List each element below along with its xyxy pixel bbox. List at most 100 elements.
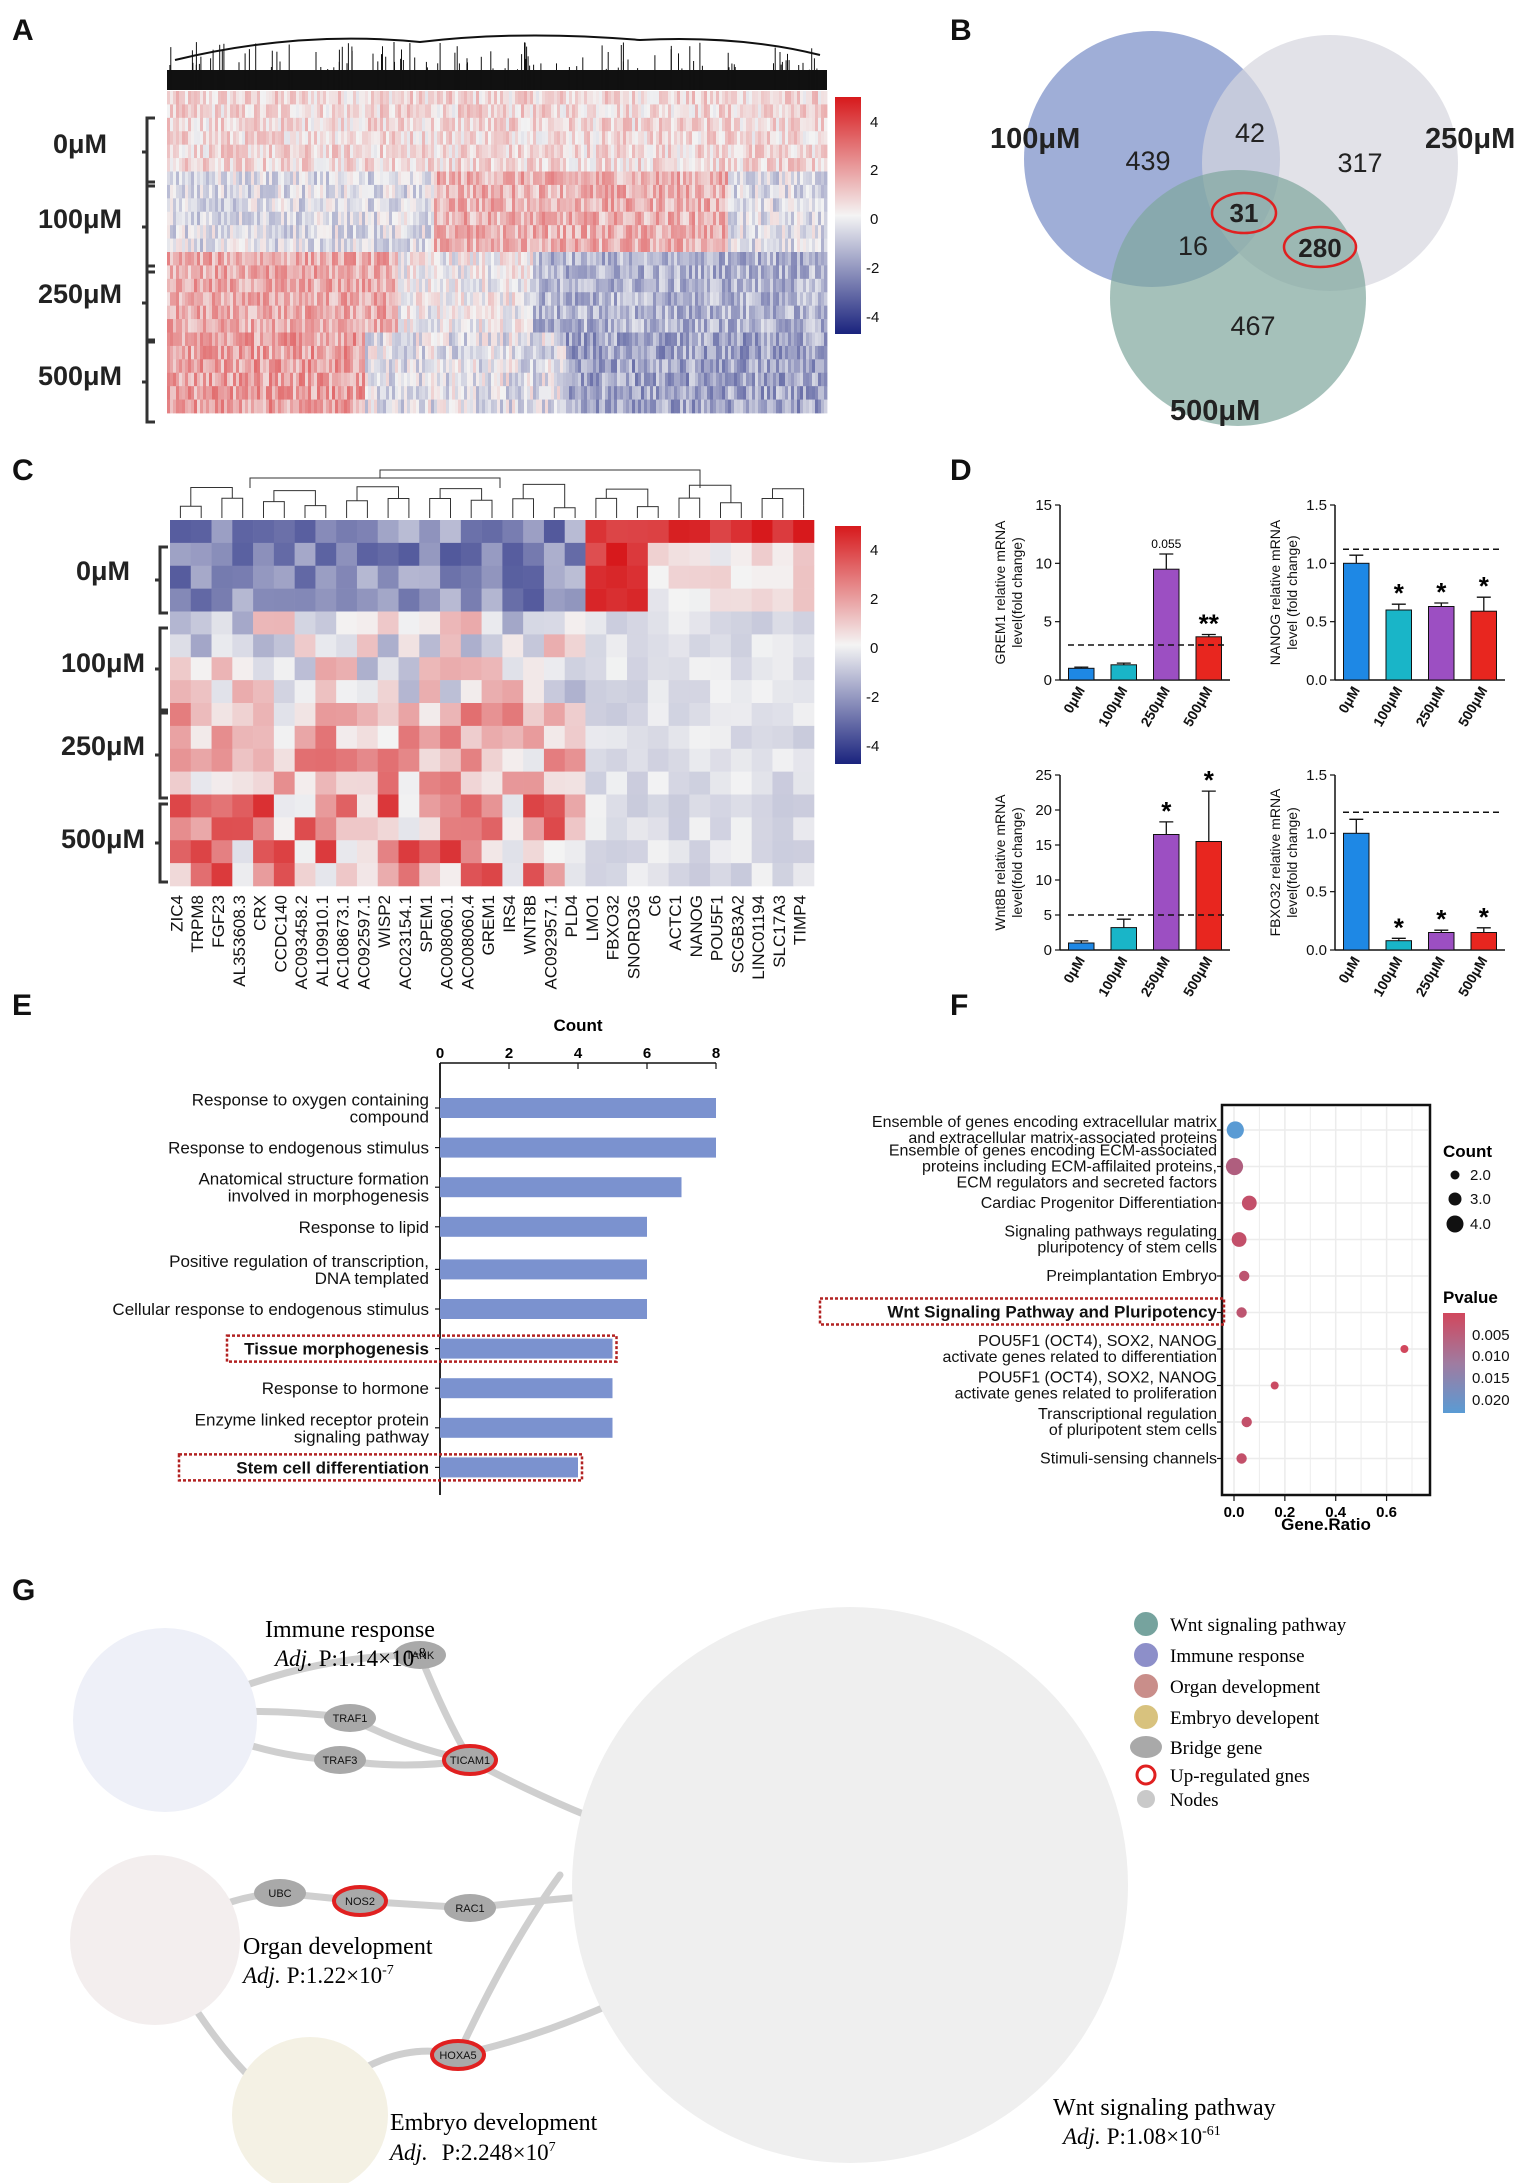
heatmap-cell xyxy=(824,372,828,387)
heatmap-cell xyxy=(530,91,534,105)
heatmap-cell xyxy=(788,225,792,239)
heatmap-cell xyxy=(782,265,786,280)
heatmap-cell xyxy=(608,131,612,146)
heatmap-cell xyxy=(662,278,666,293)
heatmap-cell xyxy=(374,158,378,172)
heatmap-cell xyxy=(401,345,405,360)
heatmap-cell xyxy=(473,332,477,347)
heatmap-cell xyxy=(197,345,201,360)
heatmap-cell xyxy=(371,345,375,360)
heatmap-cell xyxy=(266,265,270,280)
heatmap-cell xyxy=(311,225,315,239)
heatmap-cell xyxy=(491,278,495,293)
heatmap-cell xyxy=(785,117,789,132)
heatmap-cell xyxy=(809,91,813,105)
heatmap-cell xyxy=(632,211,636,226)
heatmap-cell xyxy=(752,332,756,347)
heatmap-cell xyxy=(281,104,285,119)
heatmap-cell xyxy=(695,104,699,119)
heatmap-cell xyxy=(551,292,555,307)
heatmap-cell xyxy=(599,372,603,387)
heatmap-cell xyxy=(722,292,726,307)
heatmap-cell xyxy=(683,198,687,213)
heatmap-cell xyxy=(188,225,192,239)
heatmap-cell xyxy=(566,198,570,213)
heatmap-cell xyxy=(779,332,783,347)
heatmap-cell xyxy=(281,359,285,374)
heatmap-cell xyxy=(584,292,588,307)
heatmap-cell xyxy=(518,305,522,320)
heatmap-cell xyxy=(776,91,780,105)
heatmap-cell xyxy=(287,184,291,199)
heatmap-cell xyxy=(224,372,228,387)
heatmap-cell xyxy=(779,305,783,320)
heatmap-cell xyxy=(572,104,576,119)
heatmap-cell xyxy=(704,211,708,226)
heatmap-cell xyxy=(605,252,609,266)
heatmap-cell xyxy=(413,144,417,159)
heatmap-cell xyxy=(371,91,375,105)
heatmap-cell xyxy=(626,305,630,320)
heatmap-cell xyxy=(377,332,381,347)
heatmap-cell xyxy=(329,131,333,146)
heatmap-cell xyxy=(749,359,753,374)
heatmap-cell xyxy=(614,292,618,307)
heatmap-cell xyxy=(398,144,402,159)
heatmap-cell xyxy=(191,131,195,146)
heatmap-cell xyxy=(329,144,333,159)
heatmap-cell xyxy=(278,238,282,253)
heatmap-cell xyxy=(461,345,465,360)
heatmap-cell xyxy=(620,332,624,347)
heatmap-cell xyxy=(281,211,285,226)
heatmap-cell xyxy=(230,278,234,293)
heatmap-cell xyxy=(221,292,225,307)
heatmap-cell xyxy=(392,158,396,172)
heatmap-cell xyxy=(674,345,678,360)
heatmap-cell xyxy=(245,345,249,360)
heatmap-cell xyxy=(632,198,636,213)
heatmap-cell xyxy=(494,131,498,146)
heatmap-cell xyxy=(539,372,543,387)
heatmap-cell xyxy=(707,332,711,347)
heatmap-cell xyxy=(539,305,543,320)
heatmap-cell xyxy=(467,305,471,320)
heatmap-cell xyxy=(815,211,819,226)
heatmap-cell xyxy=(569,372,573,387)
heatmap-cell xyxy=(395,238,399,253)
heatmap-cell xyxy=(722,91,726,105)
heatmap-cell xyxy=(638,225,642,239)
heatmap-cell xyxy=(287,144,291,159)
heatmap-cell xyxy=(539,117,543,132)
heatmap-cell xyxy=(536,265,540,280)
heatmap-cell xyxy=(269,117,273,132)
heatmap-cell xyxy=(749,345,753,360)
heatmap-cell xyxy=(668,117,672,132)
heatmap-cell xyxy=(599,117,603,132)
heatmap-cell xyxy=(467,158,471,172)
heatmap-cell xyxy=(428,345,432,360)
heatmap-cell xyxy=(575,359,579,374)
heatmap-cell xyxy=(221,278,225,293)
heatmap-cell xyxy=(212,372,216,387)
heatmap-cell xyxy=(716,184,720,199)
heatmap-cell xyxy=(224,117,228,132)
heatmap-cell xyxy=(629,305,633,320)
heatmap-cell xyxy=(596,252,600,266)
heatmap-cell xyxy=(266,144,270,159)
heatmap-cell xyxy=(242,198,246,213)
heatmap-cell xyxy=(263,332,267,347)
heatmap-cell xyxy=(797,372,801,387)
heatmap-cell xyxy=(341,104,345,119)
heatmap-cell xyxy=(356,198,360,213)
heatmap-cell xyxy=(494,332,498,347)
heatmap-cell xyxy=(809,198,813,213)
heatmap-cell xyxy=(617,117,621,132)
heatmap-cell xyxy=(653,265,657,280)
heatmap-cell xyxy=(221,386,225,400)
heatmap-cell xyxy=(536,305,540,320)
heatmap-cell xyxy=(551,278,555,293)
heatmap-cell xyxy=(458,305,462,320)
heatmap-cell xyxy=(191,104,195,119)
heatmap-cell xyxy=(749,171,753,186)
heatmap-cell xyxy=(353,117,357,132)
